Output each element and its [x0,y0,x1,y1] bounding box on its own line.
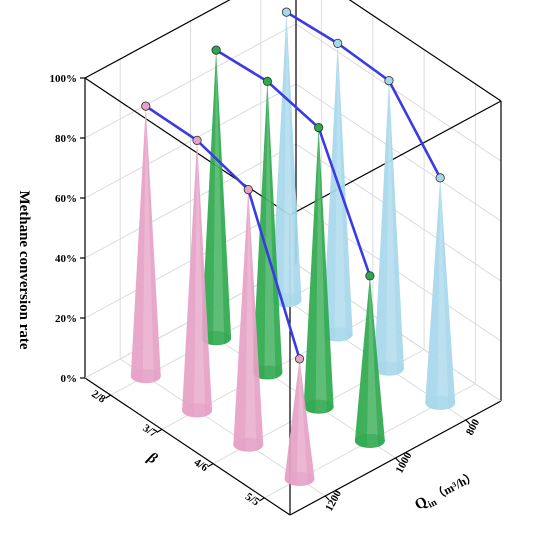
series-line-1200 [145,105,301,360]
q-tick-mark [395,457,400,463]
q-tick-label: 1000 [394,450,415,475]
z-tick-label: 0% [61,373,78,385]
cone-body [182,140,213,418]
cone-highlight [366,275,379,448]
cone-body [303,127,334,414]
beta-tick-mark [105,394,111,399]
cone-800-5/5 [425,177,456,410]
beta-axis-label: β [144,449,160,467]
data-point-1000-4/6 [314,123,324,133]
cone-base [233,437,264,452]
cone-highlight [264,81,276,379]
cone-body [201,50,232,346]
cone-1200-3/7 [182,140,213,418]
cone-1200-5/5 [284,358,315,486]
beta-tick-label: 2/8 [89,388,108,406]
beta-tick-mark [259,497,265,502]
cone-base [354,433,385,448]
cone-1200-4/6 [233,189,264,452]
data-point-1200-3/7 [192,135,202,145]
cone-base [252,365,283,380]
data-point-1000-5/5 [365,271,375,281]
q-axis-label-unit: （m³/h） [430,468,479,504]
beta-tick-label: 4/6 [192,456,211,474]
series-line-1000 [215,49,372,277]
cone-body [130,106,161,384]
cone-base [303,399,334,414]
grid-line [349,0,502,102]
z-tick-label: 20% [55,313,77,325]
cone-1000-3/7 [252,81,283,380]
grid-line [295,143,502,282]
z-tick-label: 100% [50,73,78,85]
cone-base [284,471,315,486]
cone-800-2/8 [271,12,302,308]
z-tick-label: 60% [55,193,77,205]
cone-highlight [315,127,327,413]
cone-1000-2/8 [201,50,232,346]
data-point-1000-3/7 [262,76,272,86]
cone-highlight [213,50,225,345]
cone-body [322,43,353,342]
grid-line [295,23,502,162]
beta-tick-label: 3/7 [140,422,159,440]
cone-body [284,358,315,486]
cones-layer [130,12,456,486]
cone-body [252,81,283,380]
q-tick-label: 1200 [323,488,344,513]
frame-edge [289,100,502,216]
frame-edge [84,0,231,79]
data-point-1200-5/5 [294,354,305,364]
cone-body [354,275,385,448]
data-point-1000-2/8 [211,45,221,55]
cone-body [271,12,302,308]
q-tick-mark [465,419,471,425]
data-point-800-4/6 [384,76,394,86]
beta-tick-mark [156,428,163,433]
grid-line [295,83,502,222]
series-line-800 [285,11,442,179]
cone-base [201,331,232,346]
cone-highlight [142,106,155,383]
lines-layer [141,7,445,364]
cone-1200-2/8 [130,106,161,384]
cone-highlight [245,189,257,451]
cone-base [271,293,302,308]
cone-body [425,177,456,410]
cone-body [373,80,404,376]
data-point-1200-4/6 [243,185,253,195]
cone-highlight [296,358,308,486]
q-tick-mark [324,495,330,501]
beta-tick-label: 5/5 [243,491,262,509]
z-tick-label: 80% [55,133,77,145]
cone-base [322,327,353,342]
frame-edge [84,377,291,516]
frame-edge [84,77,291,216]
cone-800-4/6 [373,80,404,376]
cone-base [425,395,456,410]
cone-body [233,189,264,452]
cone-highlight [437,177,449,410]
frame-edge [348,0,502,102]
data-point-1200-2/8 [141,101,151,111]
data-point-800-2/8 [281,7,292,17]
cone-1000-5/5 [354,275,385,448]
cone-base [182,403,213,418]
data-point-800-5/5 [435,173,445,183]
cone-highlight [194,140,206,417]
cone-base [130,369,161,384]
cone-highlight [283,12,295,307]
beta-tick-mark [207,463,214,468]
z-axis-label: Methane conversion rate [16,190,32,349]
q-axis-label: Qin（m³/h） [412,468,481,517]
data-point-800-3/7 [333,38,343,48]
cone-base [373,361,404,376]
z-tick-label: 40% [55,253,77,265]
cone-1000-4/6 [303,127,334,414]
cone-highlight [385,80,398,375]
